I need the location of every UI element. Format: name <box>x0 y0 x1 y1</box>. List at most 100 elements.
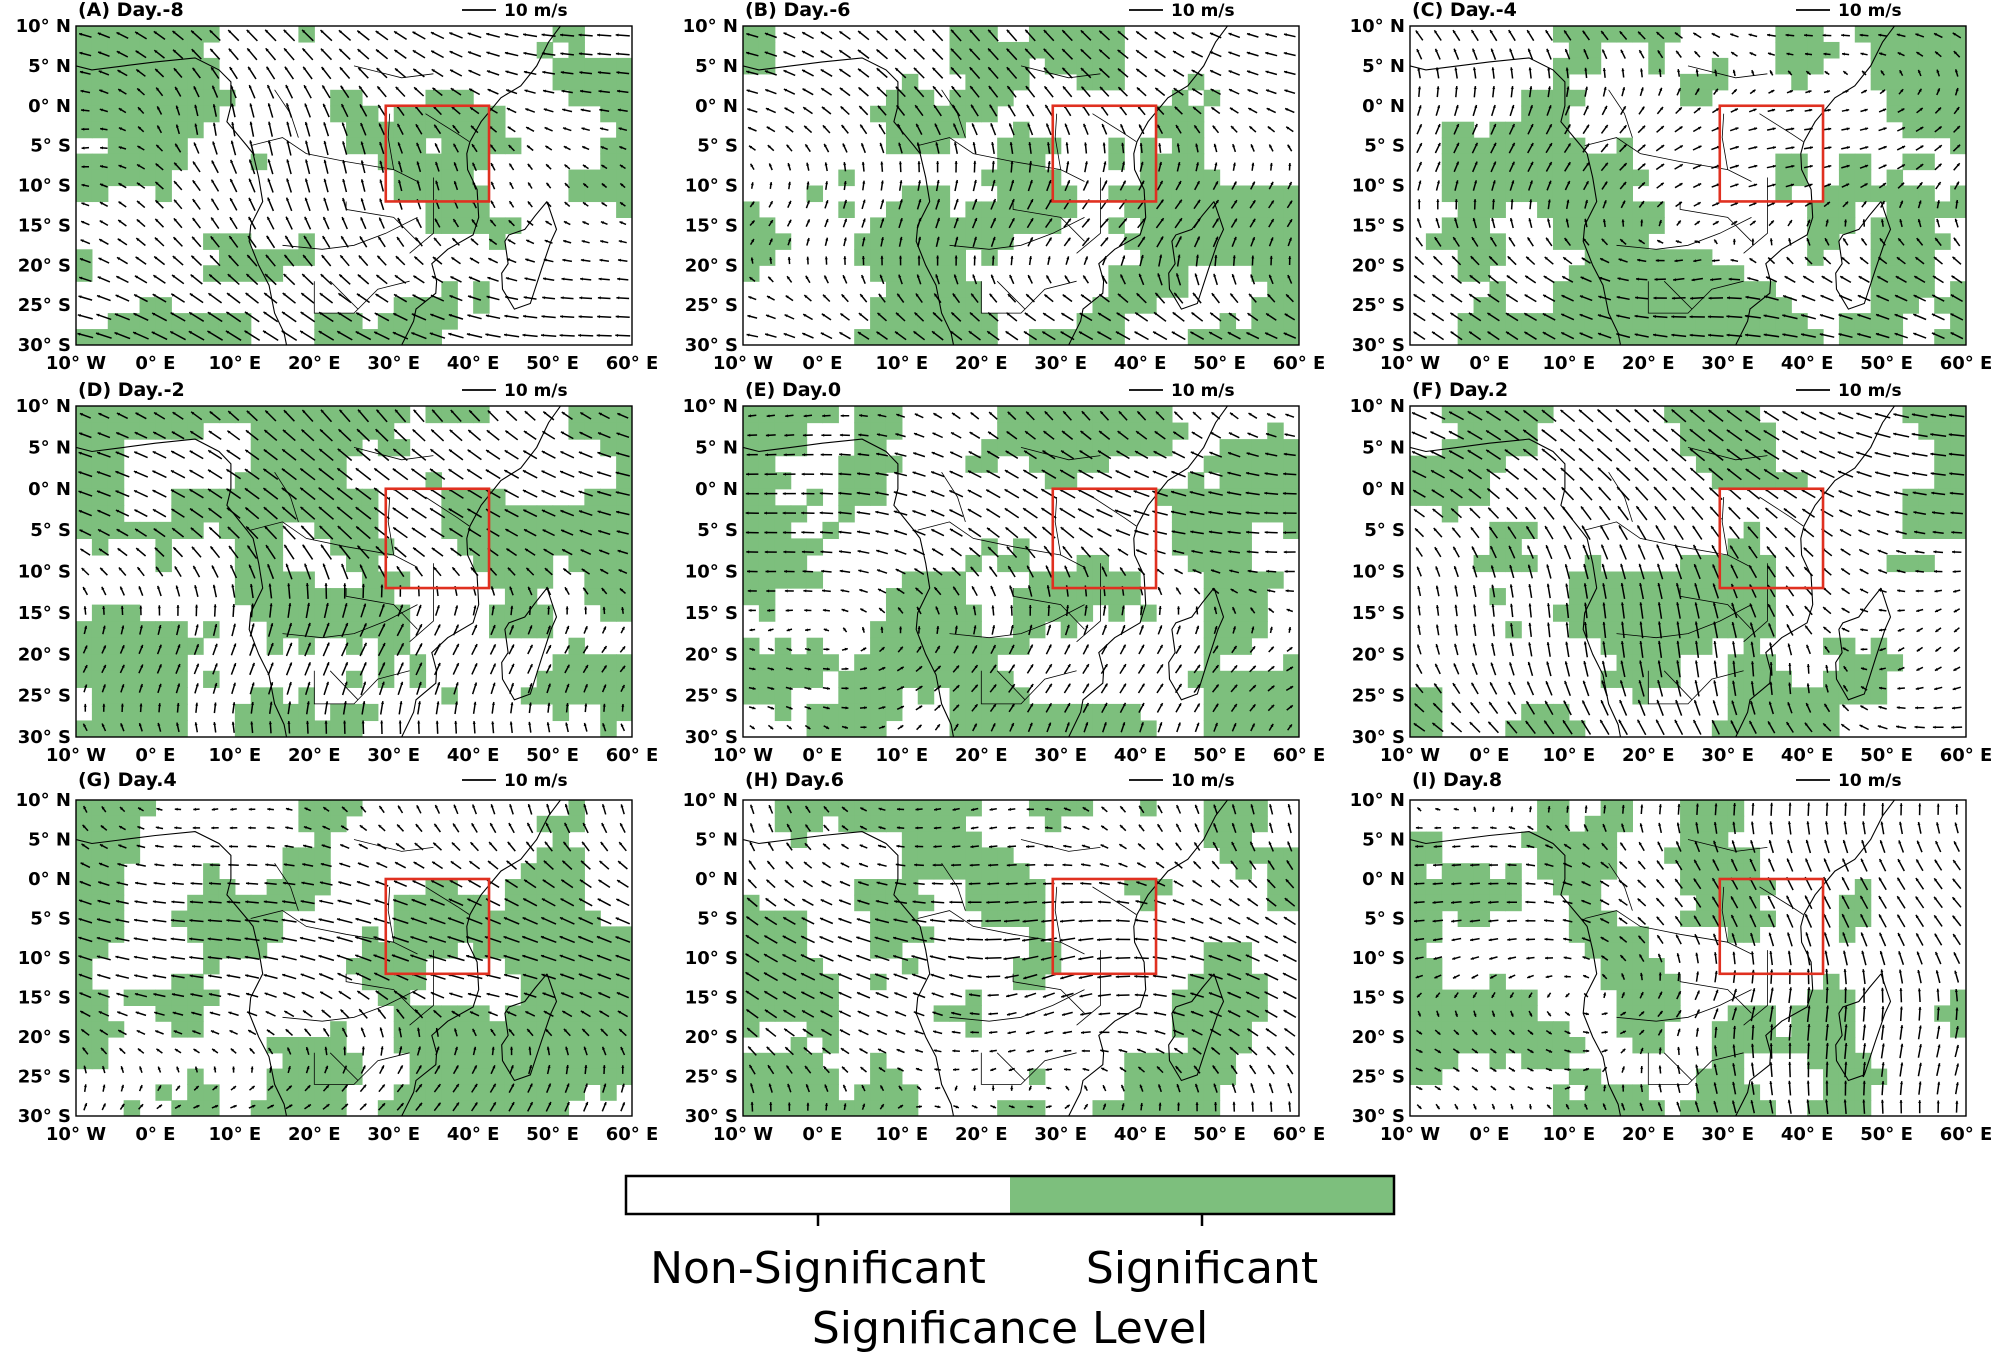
significant-cell <box>1552 57 1570 75</box>
wind-arrowhead <box>580 89 583 93</box>
wind-arrowhead <box>1062 67 1066 71</box>
significant-cell <box>250 406 268 424</box>
wind-arrowhead <box>190 274 194 278</box>
significant-cell <box>457 121 474 139</box>
wind-arrowhead <box>579 432 583 435</box>
wind-arrowhead <box>337 312 341 316</box>
wind-arrowhead <box>1660 182 1664 186</box>
wind-arrowhead <box>1623 144 1627 148</box>
significant-cell <box>314 455 331 473</box>
wind-arrowhead <box>1415 256 1418 260</box>
significant-cell <box>441 201 458 218</box>
wind-arrowhead <box>1228 313 1232 316</box>
wind-arrowhead <box>1529 199 1533 203</box>
wind-arrowhead <box>468 70 472 73</box>
wind-arrowhead <box>524 411 528 415</box>
wind-arrowhead <box>190 431 194 435</box>
wind-arrowhead <box>286 159 290 163</box>
significant-cell <box>965 41 982 59</box>
wind-arrowhead <box>135 412 139 416</box>
wind-arrowhead <box>303 66 307 70</box>
wind-arrowhead <box>1117 293 1121 297</box>
wind-arrowhead <box>136 548 140 552</box>
significant-cell <box>1267 265 1284 282</box>
wind-arrowhead <box>560 490 564 494</box>
significant-cell <box>91 654 109 672</box>
wind-arrowhead <box>578 333 581 337</box>
wind-arrowhead <box>210 255 214 259</box>
significant-cell <box>155 687 172 705</box>
wind-arrowhead <box>936 180 940 184</box>
significant-cell <box>1934 57 1951 75</box>
significant-cell <box>473 201 490 218</box>
wind-arrowhead <box>825 237 829 241</box>
significant-cell <box>1823 201 1840 218</box>
significant-cell <box>1854 329 1872 345</box>
wind-arrowhead <box>319 312 323 315</box>
significant-cell <box>107 720 125 737</box>
wind-arrowhead <box>1937 107 1941 111</box>
wind-arrowhead <box>802 332 806 336</box>
significant-cell <box>1187 153 1205 171</box>
wind-arrowhead <box>175 86 178 91</box>
significant-cell <box>218 249 236 266</box>
wind-arrowhead <box>842 275 846 279</box>
wind-arrowhead <box>81 165 85 169</box>
significant-cell <box>425 406 442 424</box>
significant-cell <box>1521 329 1538 345</box>
wind-arrowhead <box>1956 126 1960 130</box>
country-border <box>282 604 418 639</box>
wind-vector <box>226 488 242 500</box>
significant-cell <box>346 703 363 722</box>
significant-cell <box>330 329 347 345</box>
wind-arrowhead <box>1582 30 1586 34</box>
wind-arrowhead <box>342 198 346 202</box>
wind-arrowhead <box>1900 89 1904 93</box>
wind-arrowhead <box>411 508 415 511</box>
wind-arrowhead <box>1782 314 1786 318</box>
wind-arrowhead <box>1436 180 1440 184</box>
wind-arrowhead <box>281 468 285 472</box>
wind-arrowhead <box>952 293 956 297</box>
wind-arrowhead <box>839 87 843 91</box>
significant-cell <box>123 313 141 330</box>
significant-cell <box>1283 297 1299 314</box>
significant-cell <box>1489 297 1506 314</box>
wind-arrowhead <box>508 145 512 149</box>
significant-cell <box>1140 201 1157 218</box>
wind-arrowhead <box>600 146 604 150</box>
wind-arrowhead <box>416 218 420 222</box>
wind-arrowhead <box>263 507 267 511</box>
wind-arrowhead <box>899 199 903 203</box>
significant-cell <box>568 73 585 91</box>
wind-arrowhead <box>485 333 489 337</box>
wind-arrowhead <box>1599 276 1603 280</box>
wind-arrowhead <box>430 528 434 531</box>
significant-cell <box>1473 217 1491 234</box>
wind-arrowhead <box>357 49 361 53</box>
wind-arrowhead <box>320 274 324 278</box>
wind-arrowhead <box>1883 164 1887 168</box>
wind-arrowhead <box>356 312 360 316</box>
wind-arrowhead <box>433 567 437 571</box>
wind-arrowhead <box>267 103 271 107</box>
significant-cell <box>218 488 236 506</box>
wind-arrowhead <box>81 108 84 112</box>
significant-cell <box>1171 137 1189 155</box>
wind-arrowhead <box>1767 33 1771 37</box>
significant-cell <box>1918 26 1935 43</box>
wind-arrowhead <box>470 567 474 571</box>
wind-arrowhead <box>804 295 808 299</box>
significant-cell <box>457 538 474 556</box>
significant-cell <box>1013 73 1030 91</box>
significant-cell <box>314 521 331 539</box>
significant-cell <box>457 153 474 171</box>
wind-arrowhead <box>1715 221 1719 225</box>
latitude-label: 5° N <box>695 56 738 77</box>
wind-vector <box>244 487 260 500</box>
wind-arrowhead <box>860 124 864 128</box>
wind-arrowhead <box>1492 86 1496 89</box>
wind-arrowhead <box>323 159 327 163</box>
wind-arrowhead <box>879 274 883 278</box>
wind-arrowhead <box>488 258 492 261</box>
